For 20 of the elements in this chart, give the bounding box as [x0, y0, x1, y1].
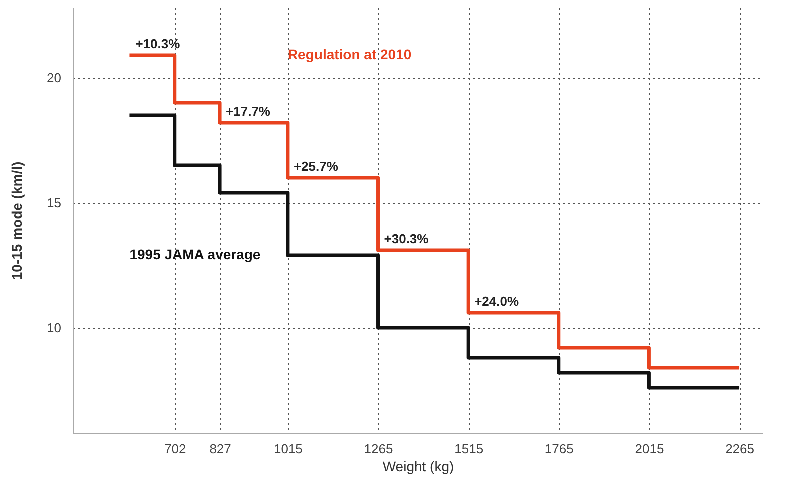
x-tick-label: 1265 — [364, 442, 394, 456]
y-tick-label: 10 — [47, 320, 62, 336]
x-tick-label: 2265 — [726, 442, 754, 456]
x-tick-label: 2015 — [635, 442, 664, 456]
series-label: 1995 JAMA average — [130, 246, 261, 262]
x-tick-label: 1015 — [274, 442, 303, 456]
annotation: +30.3% — [384, 232, 430, 246]
y-tick-label: 15 — [47, 196, 62, 210]
x-tick-label: 702 — [164, 442, 186, 456]
annotation: +25.7% — [294, 159, 339, 174]
annotation: +10.3% — [136, 36, 181, 52]
annotation: +24.0% — [474, 294, 520, 309]
y-tick-label: 20 — [47, 70, 62, 86]
x-tick-label: 1765 — [544, 442, 574, 456]
x-axis-title: Weight (kg) — [382, 458, 454, 474]
x-tick-label: 827 — [210, 442, 232, 456]
y-axis-title: 10-15 mode (km/l) — [9, 162, 26, 280]
x-tick-label: 1515 — [454, 442, 484, 456]
text: Regulation at 2010 — [288, 46, 412, 62]
annotation: +17.7% — [226, 104, 271, 119]
